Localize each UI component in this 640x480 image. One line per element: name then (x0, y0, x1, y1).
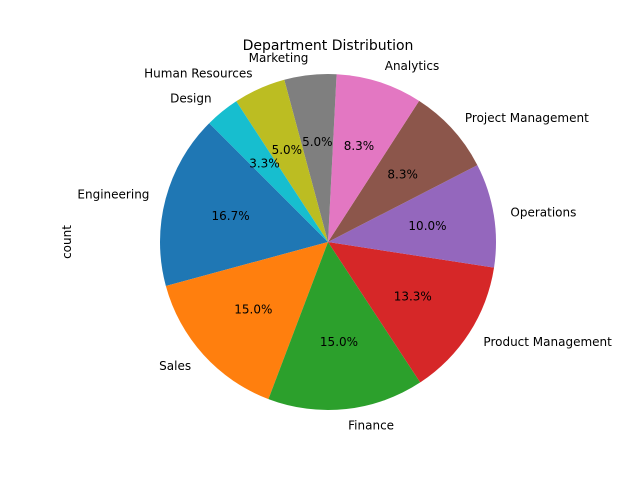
pie-slice-sales (165, 242, 328, 400)
category-labels: Engineering Sales Finance Product Managemen… (77, 51, 612, 432)
category-label-engineering: Engineering (77, 187, 149, 201)
category-label-finance: Finance (348, 419, 394, 433)
pie-slice-finance (268, 242, 421, 410)
pie-slice-engineering (160, 123, 328, 286)
percent-labels: 16.7% 15.0% 15.0% 13.3% 10.0% 8.3% 8.3% 5.0%5.0… (212, 135, 447, 349)
pct-label-finance: 15.0% (320, 335, 358, 349)
chart-title: Department Distribution (243, 38, 414, 54)
category-label-sales: Sales (159, 359, 191, 373)
category-label-operations: Operations (510, 205, 576, 219)
pie-slice-project-management (328, 100, 478, 242)
category-label-marketing: Marketing (249, 51, 309, 65)
pct-label-project-management: 8.3% (387, 167, 418, 181)
pct-label-design: 3.3% (249, 157, 280, 171)
pie-slices (160, 74, 496, 410)
pct-label-engineering: 16.7% (212, 209, 250, 223)
pct-label-sales: 15.0% (234, 303, 272, 317)
y-axis-label: count (60, 225, 74, 259)
category-label-analytics: Analytics (385, 59, 440, 73)
pct-label-product-management: 13.3% (394, 290, 432, 304)
pie-slice-analytics (328, 74, 420, 242)
pct-label-analytics: 8.3% (344, 139, 375, 153)
pie-slice-human-resources (236, 79, 328, 242)
pie-slice-marketing (284, 74, 337, 243)
pct-label-human-resources: 5.0% (272, 143, 303, 157)
category-label-human-resources: Human Resources (144, 66, 252, 80)
pie-slice-design (209, 101, 328, 242)
category-label-product-management: Product Management (483, 335, 612, 349)
pct-label-marketing: 5.0% (302, 135, 333, 149)
pie-slice-operations (328, 165, 496, 268)
category-label-project-management: Project Management (465, 111, 589, 125)
pie-slice-product-management (328, 242, 495, 383)
pct-label-operations: 10.0% (408, 219, 446, 233)
category-label-design: Design (170, 91, 211, 105)
